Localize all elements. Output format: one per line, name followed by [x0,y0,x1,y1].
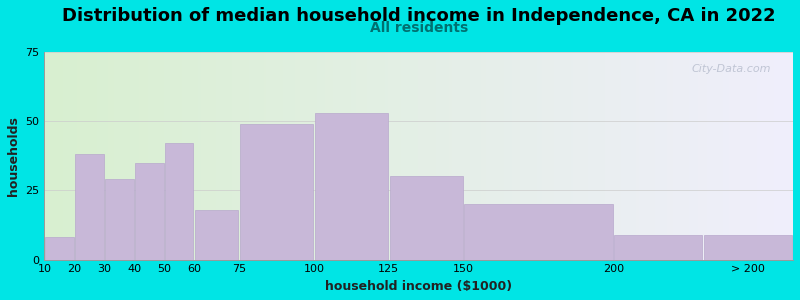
Bar [390,176,463,260]
Bar [105,179,134,260]
Text: City-Data.com: City-Data.com [691,64,770,74]
Bar [240,124,314,260]
X-axis label: household income ($1000): household income ($1000) [326,280,512,293]
Bar [195,210,238,260]
Bar [704,235,792,260]
Bar [46,237,74,260]
Bar [314,112,388,260]
Text: All residents: All residents [370,21,468,35]
Bar [614,235,702,260]
Bar [165,143,194,260]
Bar [465,204,613,260]
Bar [135,163,163,260]
Title: Distribution of median household income in Independence, CA in 2022: Distribution of median household income … [62,7,775,25]
Bar [75,154,104,260]
Y-axis label: households: households [7,116,20,196]
